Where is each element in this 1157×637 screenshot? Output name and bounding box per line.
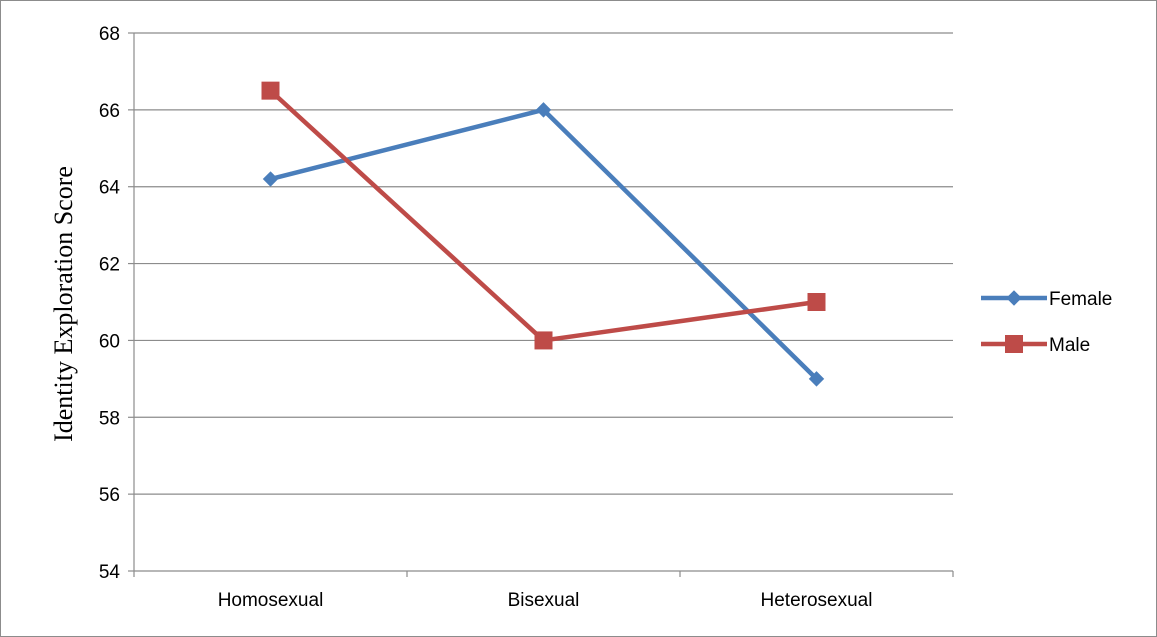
legend-marker-male	[1005, 335, 1023, 353]
female-data-point	[262, 171, 279, 187]
series-group	[261, 81, 826, 387]
legend-label-male: Male	[1049, 335, 1090, 356]
x-tick-label: Bisexual	[508, 590, 580, 611]
x-tick-label: Homosexual	[218, 590, 324, 611]
x-tick-label: Heterosexual	[761, 590, 873, 611]
gridlines	[128, 32, 954, 577]
y-tick-label: 56	[99, 485, 120, 506]
y-tick-label: 64	[99, 178, 121, 199]
male-data-point	[807, 293, 826, 311]
y-tick-label: 68	[99, 24, 120, 45]
male-data-point	[261, 81, 280, 100]
y-axis-title: Identity Exploration Score	[49, 166, 78, 442]
legend-label-female: Female	[1049, 289, 1112, 310]
male-series-line	[268, 88, 817, 343]
y-tick-label: 66	[99, 101, 120, 122]
y-tick-label: 60	[99, 331, 120, 352]
legend-marker-female	[1006, 290, 1022, 306]
x-axis-ticks: Homosexual Bisexual Heterosexual	[218, 590, 873, 611]
male-data-point	[534, 331, 553, 350]
female-data-point	[808, 371, 825, 387]
y-tick-label: 58	[99, 408, 120, 429]
y-tick-label: 62	[99, 255, 120, 276]
legend: Female Male	[981, 289, 1112, 356]
y-tick-label: 54	[99, 562, 121, 583]
female-data-point	[535, 102, 552, 118]
y-axis-ticks: 54 56 58 60 62 64 66 68	[99, 24, 121, 583]
